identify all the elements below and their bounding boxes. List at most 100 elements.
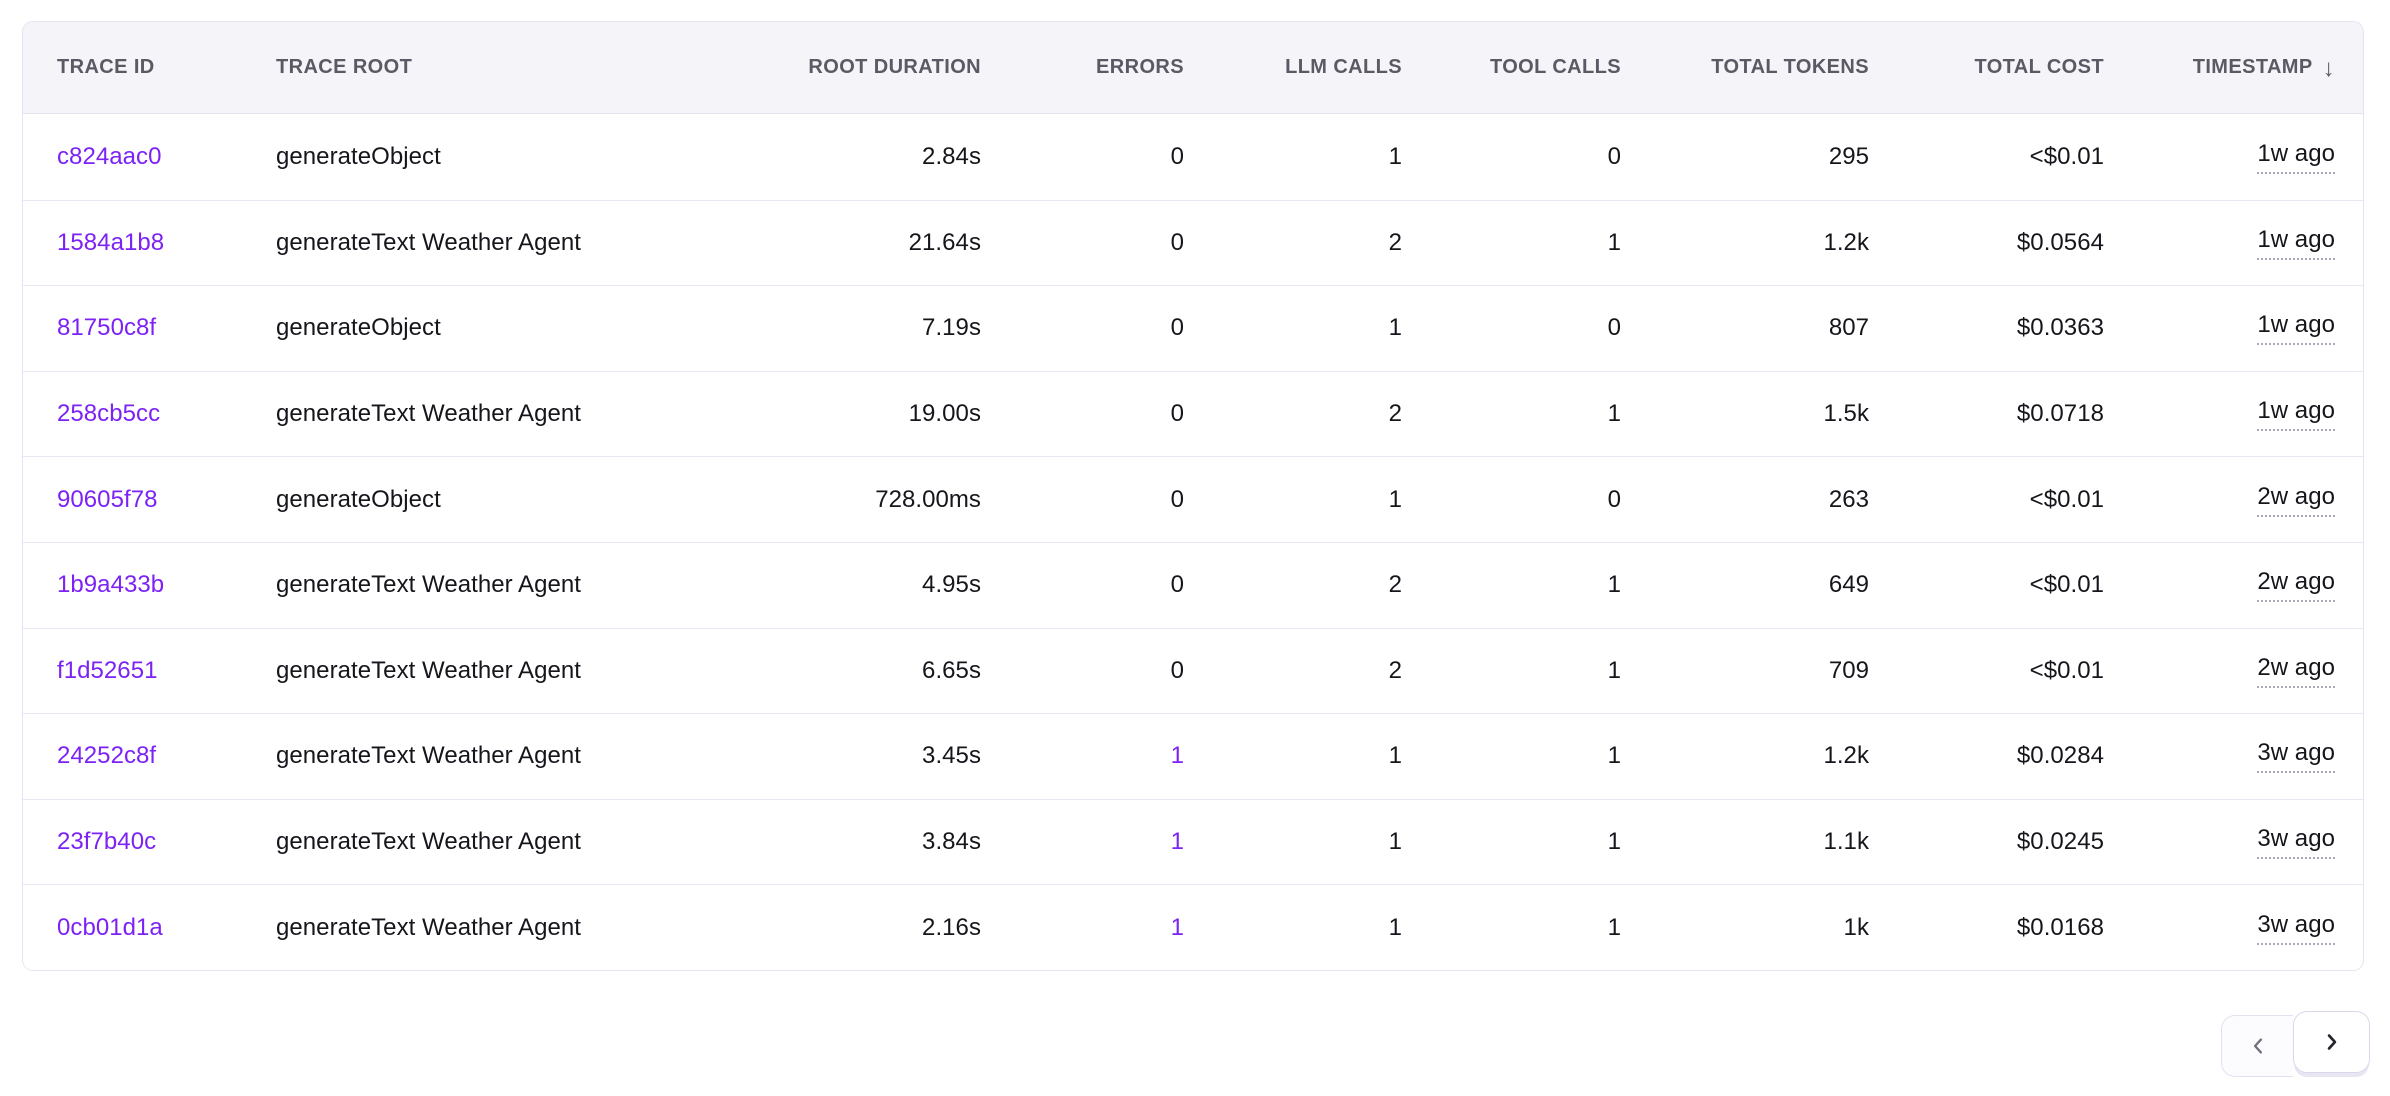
timestamp-text: 2w ago [2257,483,2335,517]
tool_calls-text: 0 [1607,314,1621,342]
cell-total_tokens: 295 [1621,143,1869,171]
column-header-total_cost[interactable]: TOTAL COST [1869,56,2104,79]
cell-total_tokens: 1.2k [1621,742,1869,770]
cell-tool_calls: 1 [1402,657,1621,685]
root_duration-text: 4.95s [922,571,981,599]
total_cost-text: <$0.01 [2029,142,2104,170]
llm_calls-text: 2 [1388,571,1402,599]
trace_root-text: generateText Weather Agent [276,742,582,770]
errors-text: 0 [1170,400,1184,428]
tool_calls-text: 0 [1607,485,1621,513]
tool_calls-text: 1 [1607,400,1621,428]
cell-total_tokens: 709 [1621,657,1869,685]
trace-id-link[interactable]: 24252c8f [57,742,276,770]
tool_calls-text: 1 [1607,742,1621,770]
llm_calls-text: 1 [1388,142,1402,170]
cell-trace_root: generateText Weather Agent [276,828,680,856]
column-label: TOOL CALLS [1489,56,1621,78]
cell-trace_root: generateObject [276,143,680,171]
cell-total_tokens: 1.5k [1621,400,1869,428]
root_duration-text: 19.00s [908,400,981,428]
trace-id-text: 81750c8f [57,314,157,342]
llm_calls-text: 1 [1388,913,1402,941]
cell-errors: 0 [981,314,1184,342]
table-row[interactable]: 0cb01d1a generateText Weather Agent 2.16s 1… [23,884,2363,970]
timestamp-text: 2w ago [2257,568,2335,603]
table-row[interactable]: 24252c8f generateText Weather Agent 3.45s 1… [23,713,2363,799]
trace-id-text: 90605f78 [57,485,158,513]
trace-id-link[interactable]: 1b9a433b [57,571,276,599]
total_tokens-text: 295 [1828,142,1869,170]
table-row[interactable]: 90605f78 generateObject 728.00ms 0 1 0 263 <$0.… [23,456,2363,542]
cell-timestamp: 3w ago [2104,739,2335,774]
cell-total_tokens: 263 [1621,486,1869,514]
trace_root-text: generateText Weather Agent [276,913,582,941]
column-header-trace_id[interactable]: TRACE ID [57,56,276,79]
cell-timestamp: 2w ago [2104,568,2335,603]
prev-page-button[interactable] [2221,1015,2293,1077]
column-header-errors[interactable]: ERRORS [981,56,1184,79]
cell-trace_root: generateText Weather Agent [276,400,680,428]
table-row[interactable]: 1584a1b8 generateText Weather Agent 21.64s… [23,199,2363,286]
cell-errors: 0 [981,143,1184,171]
cell-tool_calls: 1 [1402,229,1621,257]
cell-root_duration: 2.16s [680,914,981,942]
table-row[interactable]: 258cb5cc generateText Weather Agent 19.00s… [23,370,2363,457]
total_cost-text: $0.0168 [2016,913,2104,941]
timestamp-text: 1w ago [2257,311,2335,346]
cell-root_duration: 4.95s [680,571,981,599]
trace_root-text: generateText Weather Agent [276,228,582,256]
errors-text: 0 [1170,142,1184,170]
table-row[interactable]: f1d52651 generateText Weather Agent 6.65s 0… [23,627,2363,714]
total_cost-text: <$0.01 [2029,656,2104,684]
table-row[interactable]: c824aac0 generateObject 2.84s 0 1 0 295 <$0.01 1… [23,114,2363,200]
table-row[interactable]: 81750c8f generateObject 7.19s 0 1 0 807 $0.0363… [23,285,2363,371]
trace-id-link[interactable]: f1d52651 [57,657,276,685]
column-header-trace_root[interactable]: TRACE ROOT [276,56,680,79]
column-header-tool_calls[interactable]: TOOL CALLS [1402,56,1621,79]
trace-id-link[interactable]: 1584a1b8 [57,229,276,257]
table-row[interactable]: 23f7b40c generateText Weather Agent 3.84s 1… [23,798,2363,885]
total_tokens-text: 709 [1828,656,1869,684]
cell-tool_calls: 0 [1402,314,1621,342]
trace-id-link[interactable]: 81750c8f [57,314,276,342]
cell-errors: 0 [981,571,1184,599]
trace-id-text: 0cb01d1a [57,913,163,941]
pagination [2221,1011,2370,1077]
cell-total_cost: <$0.01 [1869,143,2104,171]
trace-id-link[interactable]: 90605f78 [57,486,276,514]
root_duration-text: 3.45s [922,742,981,770]
timestamp-text: 3w ago [2257,825,2335,860]
cell-root_duration: 19.00s [680,400,981,428]
cell-timestamp: 3w ago [2104,911,2335,945]
column-header-root_duration[interactable]: ROOT DURATION [680,56,981,79]
sort-desc-icon: ↓ [2322,54,2335,82]
column-label: TOTAL COST [1974,56,2104,78]
total_cost-text: <$0.01 [2029,571,2104,599]
root_duration-text: 21.64s [908,228,981,256]
column-header-timestamp[interactable]: TIMESTAMP ↓ [2104,54,2335,82]
column-header-llm_calls[interactable]: LLM CALLS [1184,56,1402,79]
cell-timestamp: 1w ago [2104,226,2335,260]
llm_calls-text: 1 [1388,828,1402,856]
cell-root_duration: 3.84s [680,828,981,856]
cell-total_cost: $0.0363 [1869,314,2104,342]
column-label: TRACE ROOT [276,56,413,78]
trace-id-link[interactable]: c824aac0 [57,143,276,171]
tool_calls-text: 1 [1607,571,1621,599]
column-label: TRACE ID [57,56,155,78]
trace_root-text: generateText Weather Agent [276,828,582,856]
trace-id-link[interactable]: 0cb01d1a [57,914,276,942]
table-row[interactable]: 1b9a433b generateText Weather Agent 4.95s 0… [23,541,2363,628]
column-header-total_tokens[interactable]: TOTAL TOKENS [1621,56,1869,79]
llm_calls-text: 1 [1388,742,1402,770]
trace-id-link[interactable]: 23f7b40c [57,828,276,856]
timestamp-text: 2w ago [2257,654,2335,688]
cell-timestamp: 1w ago [2104,140,2335,174]
cell-total_cost: <$0.01 [1869,571,2104,599]
llm_calls-text: 1 [1388,485,1402,513]
column-label: TIMESTAMP [2192,56,2313,78]
cell-tool_calls: 1 [1402,571,1621,599]
trace-id-link[interactable]: 258cb5cc [57,400,276,428]
next-page-button[interactable] [2293,1011,2370,1073]
